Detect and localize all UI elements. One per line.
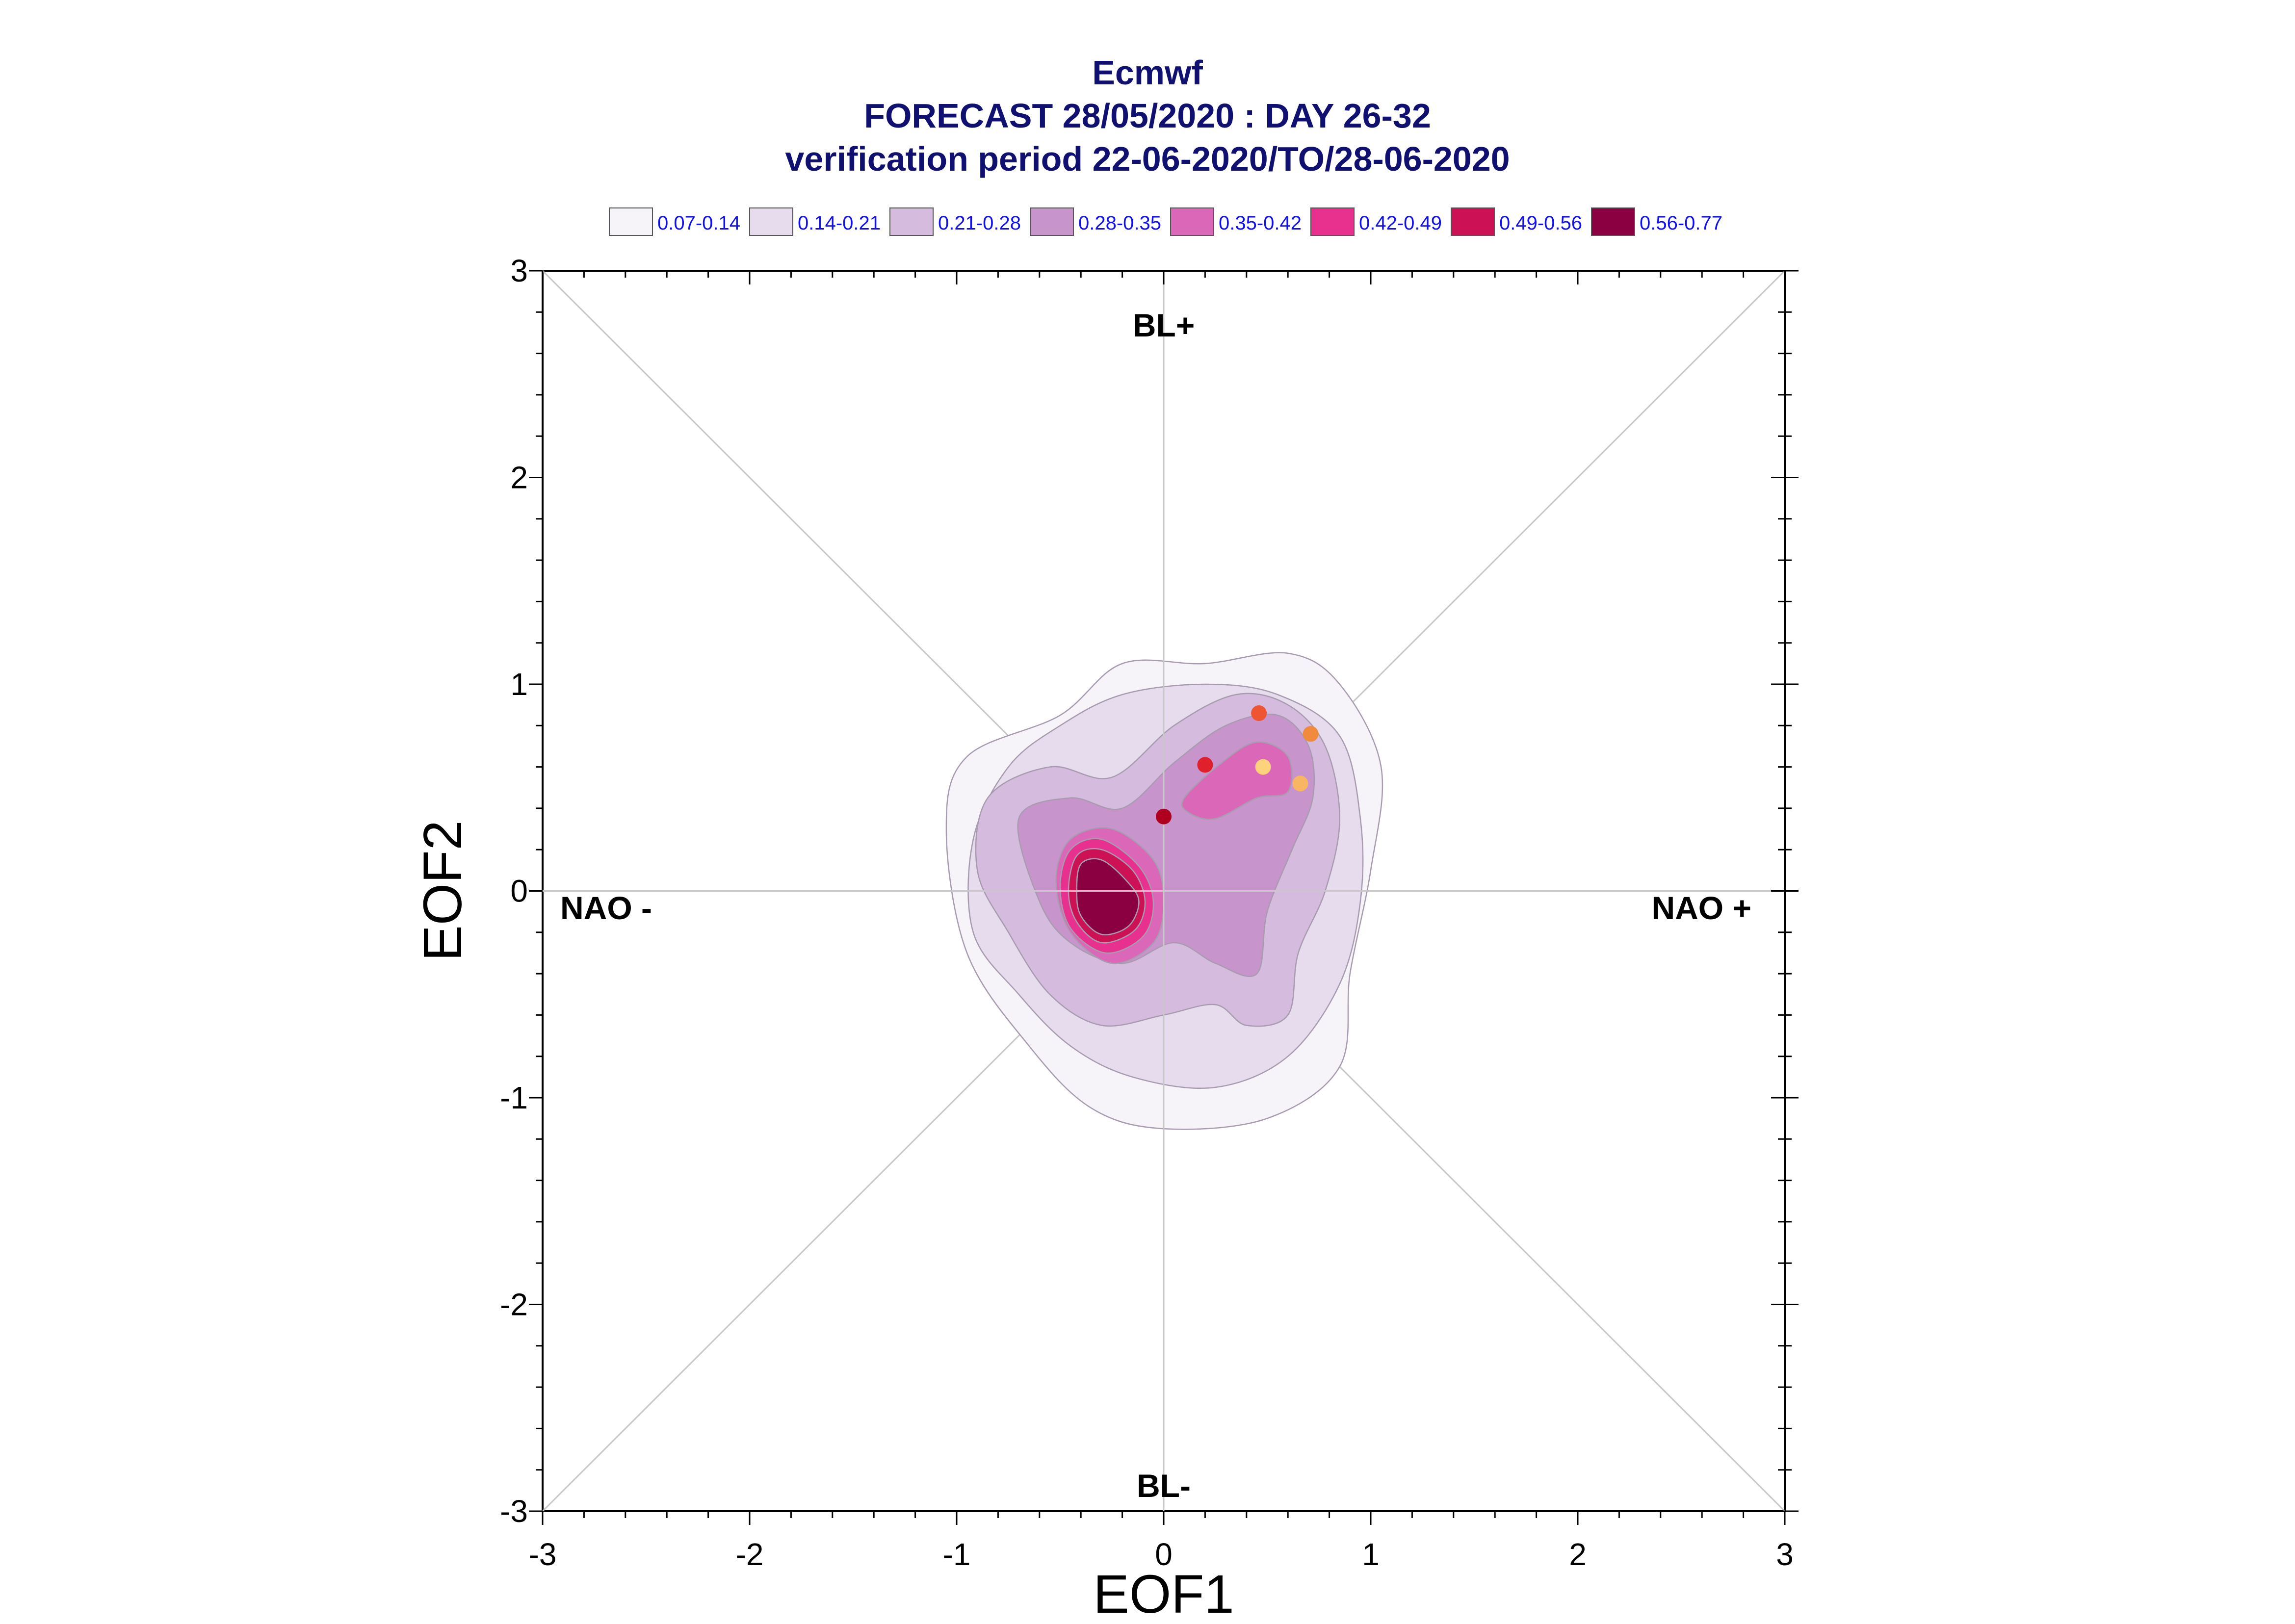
legend-swatch [1030,207,1074,236]
plot-area: -3 -2 -1 0 1 2 3 -3 -2 -1 0 1 2 3 [500,253,1799,1572]
density-contour [1076,858,1140,935]
legend-label: 0.07-0.14 [657,212,740,234]
legend-label: 0.56-0.77 [1640,212,1722,234]
legend-swatch [1591,207,1635,236]
x-tick-label: -1 [943,1537,971,1572]
axis-ticks: -3 -2 -1 0 1 2 3 -3 -2 -1 0 1 2 3 [500,253,1799,1572]
forecast-point [1156,808,1172,825]
y-tick-label: -1 [500,1080,528,1115]
forecast-point [1255,759,1271,775]
y-tick-label: 1 [510,667,528,702]
forecast-point [1292,775,1308,792]
legend-swatch [1451,207,1495,236]
regime-label-bl-minus: BL- [1137,1468,1191,1504]
x-tick-label: -2 [736,1537,764,1572]
legend-swatch [609,207,653,236]
legend: 0.07-0.14 0.14-0.21 0.21-0.28 0.28-0.35 0.35… [609,207,1722,236]
y-tick-label: -2 [500,1287,528,1322]
forecast-point [1251,705,1267,722]
y-axis-title: EOF2 [413,820,473,961]
legend-swatch [1170,207,1214,236]
legend-label: 0.35-0.42 [1219,212,1302,234]
legend-label: 0.21-0.28 [938,212,1021,234]
y-tick-label: 0 [510,874,528,909]
x-tick-label: 1 [1362,1537,1380,1572]
x-axis-title: EOF1 [1093,1564,1234,1624]
y-tick-label: -3 [500,1494,528,1529]
forecast-points [1156,705,1319,825]
chart-title-line-3: verification period 22-06-2020/TO/28-06-… [785,140,1510,178]
x-tick-label: -3 [529,1537,557,1572]
y-tick-label: 2 [510,460,528,495]
chart-title-line-2: FORECAST 28/05/2020 : DAY 26-32 [864,97,1431,135]
chart-title-line-1: Ecmwf [1092,53,1203,92]
y-tick-label: 3 [510,253,528,288]
legend-label: 0.49-0.56 [1499,212,1582,234]
regime-label-nao-minus: NAO - [560,890,652,926]
zero-axes [543,271,1785,1511]
regime-label-nao-plus: NAO + [1651,890,1751,926]
density-contours [945,652,1383,1130]
legend-swatch [889,207,934,236]
legend-swatch [749,207,793,236]
forecast-point [1197,757,1213,773]
legend-label: 0.28-0.35 [1078,212,1161,234]
x-tick-label: 0 [1155,1537,1173,1572]
legend-label: 0.14-0.21 [798,212,881,234]
legend-swatch [1310,207,1355,236]
forecast-point [1303,726,1319,742]
legend-label: 0.42-0.49 [1359,212,1442,234]
x-tick-label: 2 [1569,1537,1587,1572]
regime-label-bl-plus: BL+ [1133,307,1195,343]
x-tick-label: 3 [1776,1537,1794,1572]
